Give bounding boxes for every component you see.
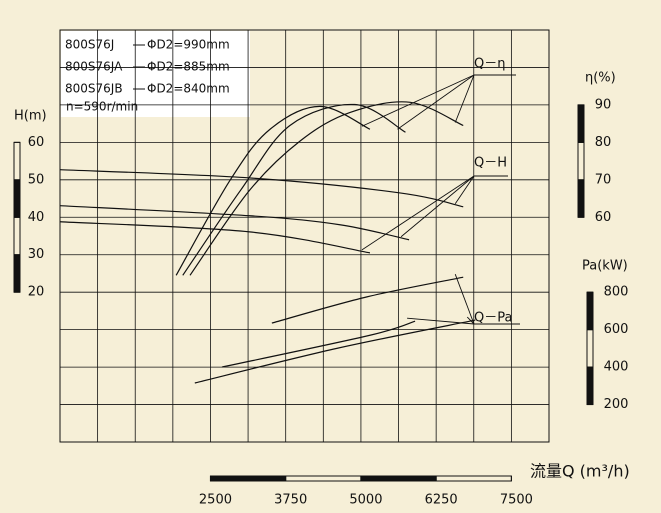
y-axis-label: H(m)	[14, 109, 47, 124]
y3-tick-label: 400	[604, 360, 629, 375]
legend-name: 800S76JB	[65, 82, 123, 96]
curve-eta	[189, 101, 464, 276]
y-tick-label: 20	[28, 285, 45, 300]
x-tick-label: 3750	[274, 493, 307, 508]
y2-tick-label: 80	[595, 135, 612, 150]
x-tick-label: 7500	[500, 493, 533, 508]
x-tick-label: 6250	[425, 493, 458, 508]
x-segment	[360, 475, 437, 482]
y2-segment	[577, 104, 585, 143]
leader-line	[466, 316, 475, 325]
curve-label-pa: Q－Pa	[474, 311, 512, 326]
y-segment	[13, 254, 21, 293]
y3-axis-label: Pa(kW)	[582, 259, 628, 274]
curve-eta	[182, 103, 406, 276]
legend-impeller: ΦD2=990mm	[147, 38, 230, 52]
y2-tick-label: 60	[595, 210, 612, 225]
y-segment	[13, 179, 21, 218]
legend-name: 800S76JA	[65, 60, 123, 74]
legend-impeller: ΦD2=840mm	[147, 82, 230, 96]
x-tick-label: 5000	[349, 493, 382, 508]
curve-eta	[175, 105, 371, 276]
x-segment	[209, 475, 287, 482]
legend-name: 800S76J	[65, 38, 114, 52]
x-axis-label: 流量Q (m³/h)	[530, 462, 630, 481]
legend-impeller: ΦD2=885mm	[147, 60, 230, 74]
curves	[59, 74, 520, 384]
y3-segment	[586, 366, 594, 406]
curve-label-eta: Q－η	[474, 57, 505, 72]
y3-segment	[586, 291, 594, 331]
curve-pa	[194, 319, 476, 384]
leader-line	[361, 175, 475, 251]
y3-tick-label: 800	[604, 285, 629, 300]
legend-box	[61, 31, 250, 117]
y2-axis-label: η(%)	[585, 71, 616, 86]
y3-tick-label: 600	[604, 322, 629, 337]
y2-segment	[577, 141, 585, 181]
x-segment	[285, 475, 362, 482]
leader-line	[361, 74, 475, 127]
y-tick-label: 60	[28, 135, 45, 150]
y-tick-label: 40	[28, 210, 45, 225]
leader-line	[454, 175, 475, 205]
curve-h	[59, 205, 410, 241]
y-tick-label: 30	[28, 247, 45, 262]
y-segment	[13, 141, 21, 181]
curve-h	[59, 169, 464, 208]
curve-pa	[221, 320, 416, 368]
curve-h	[59, 221, 371, 254]
grid	[60, 30, 549, 442]
curve-label-h: Q－H	[474, 156, 507, 171]
y-segment	[13, 216, 21, 256]
y2-tick-label: 70	[595, 172, 612, 187]
curve-pa	[271, 276, 464, 324]
y3-segment	[586, 329, 594, 368]
x-tick-label: 2500	[199, 493, 232, 508]
y3-tick-label: 200	[604, 397, 629, 412]
leader-line	[454, 274, 475, 325]
y-tick-label: 50	[28, 172, 45, 187]
leader-line	[397, 74, 475, 130]
x-segment	[435, 475, 512, 482]
y2-segment	[577, 179, 585, 218]
speed-label: n=590r/min	[66, 100, 138, 114]
leader-line	[454, 74, 475, 123]
leader-line	[400, 175, 475, 238]
y2-tick-label: 90	[595, 97, 612, 112]
